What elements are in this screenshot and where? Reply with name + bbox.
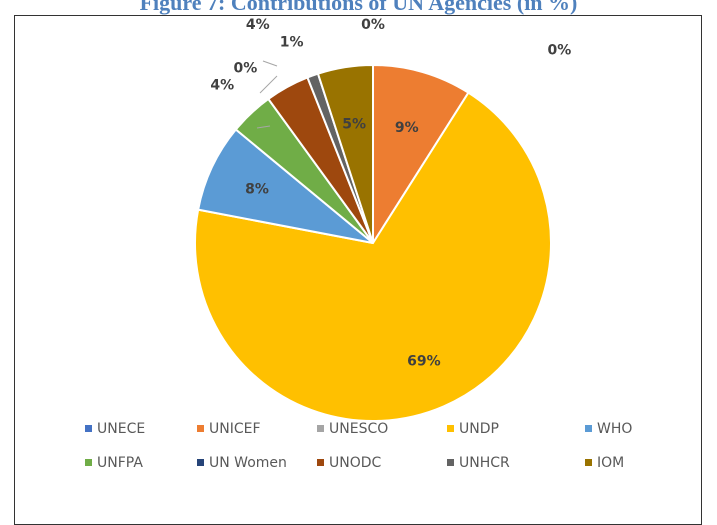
legend-label-unfpa: UNFPA bbox=[97, 455, 143, 471]
data-label-iom: 5% bbox=[342, 117, 366, 133]
data-label-unicef: 9% bbox=[395, 120, 419, 136]
legend-label-unece: UNECE bbox=[97, 421, 145, 437]
legend-swatch-unece bbox=[85, 425, 92, 432]
legend-label-iom: IOM bbox=[597, 455, 624, 471]
legend-swatch-unicef bbox=[197, 425, 204, 432]
legend-label-undp: UNDP bbox=[459, 421, 499, 437]
pie-slices bbox=[195, 65, 551, 421]
legend-swatch-undp bbox=[447, 425, 454, 432]
chart-legend: UNECE UNICEF UNESCO UNDP WHO UNFPA UN Women UNO… bbox=[85, 421, 632, 471]
legend-swatch-who bbox=[585, 425, 592, 432]
legend-label-un-women: UN Women bbox=[209, 455, 287, 471]
data-label-unfpa: 4% bbox=[210, 78, 234, 94]
figure-title: Figure 7: Contributions of UN Agencies (… bbox=[0, 0, 717, 16]
chart-frame: 0% 9% 0% 69% 8% 4% 0% 4% 1% 5% UNECE UNICEF UNESCO U… bbox=[14, 15, 702, 525]
pie-chart: 0%9%0%69%8%4%0%4%1%5% UNECE UNICEF UNESCO U… bbox=[15, 16, 703, 516]
legend-label-unesco: UNESCO bbox=[329, 421, 388, 437]
leader-line bbox=[260, 76, 277, 93]
legend-label-who: WHO bbox=[597, 421, 632, 437]
legend-swatch-un-women bbox=[197, 459, 204, 466]
legend-swatch-unodc bbox=[317, 459, 324, 466]
data-label-un-women: 0% bbox=[234, 60, 258, 76]
legend-swatch-unhcr bbox=[447, 459, 454, 466]
legend-label-unicef: UNICEF bbox=[209, 421, 261, 437]
legend-swatch-iom bbox=[585, 459, 592, 466]
legend-swatch-unfpa bbox=[85, 459, 92, 466]
data-label-unece: 0% bbox=[361, 17, 385, 33]
legend-label-unhcr: UNHCR bbox=[459, 455, 510, 471]
leader-line bbox=[263, 61, 277, 66]
data-label-undp: 69% bbox=[407, 354, 441, 370]
data-label-unhcr: 1% bbox=[280, 35, 304, 51]
legend-swatch-unesco bbox=[317, 425, 324, 432]
data-label-unesco: 0% bbox=[548, 43, 572, 59]
data-label-who: 8% bbox=[245, 181, 269, 197]
legend-label-unodc: UNODC bbox=[329, 455, 382, 471]
data-label-unodc: 4% bbox=[246, 17, 270, 33]
